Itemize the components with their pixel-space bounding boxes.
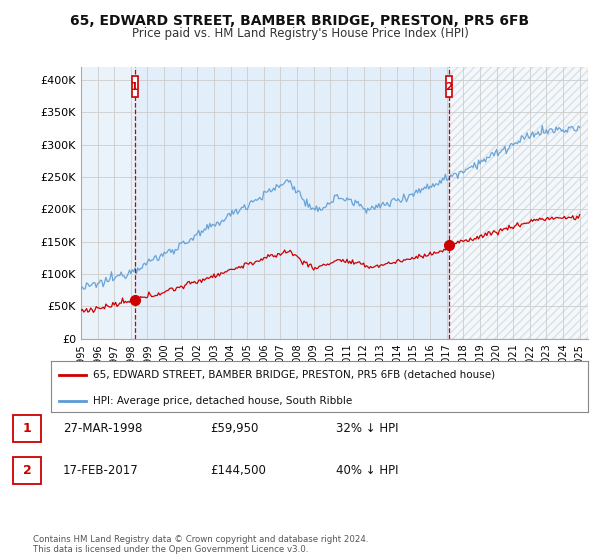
Text: £59,950: £59,950 [210,422,259,435]
Bar [132,76,137,97]
Text: 1: 1 [23,422,31,435]
Bar [449,67,588,339]
Text: 2: 2 [23,464,31,477]
Text: 65, EDWARD STREET, BAMBER BRIDGE, PRESTON, PR5 6FB: 65, EDWARD STREET, BAMBER BRIDGE, PRESTO… [70,14,530,28]
Text: 32% ↓ HPI: 32% ↓ HPI [336,422,398,435]
Bar [81,67,134,339]
Text: Contains HM Land Registry data © Crown copyright and database right 2024.
This d: Contains HM Land Registry data © Crown c… [33,535,368,554]
Text: 1: 1 [131,82,139,92]
Text: 65, EDWARD STREET, BAMBER BRIDGE, PRESTON, PR5 6FB (detached house): 65, EDWARD STREET, BAMBER BRIDGE, PRESTO… [93,370,495,380]
Text: 40% ↓ HPI: 40% ↓ HPI [336,464,398,477]
Text: 2: 2 [445,82,452,92]
Text: HPI: Average price, detached house, South Ribble: HPI: Average price, detached house, Sout… [93,395,352,405]
Text: £144,500: £144,500 [210,464,266,477]
Text: 27-MAR-1998: 27-MAR-1998 [63,422,142,435]
Text: 17-FEB-2017: 17-FEB-2017 [63,464,139,477]
Text: Price paid vs. HM Land Registry's House Price Index (HPI): Price paid vs. HM Land Registry's House … [131,27,469,40]
Bar [446,76,452,97]
Bar [134,67,449,339]
